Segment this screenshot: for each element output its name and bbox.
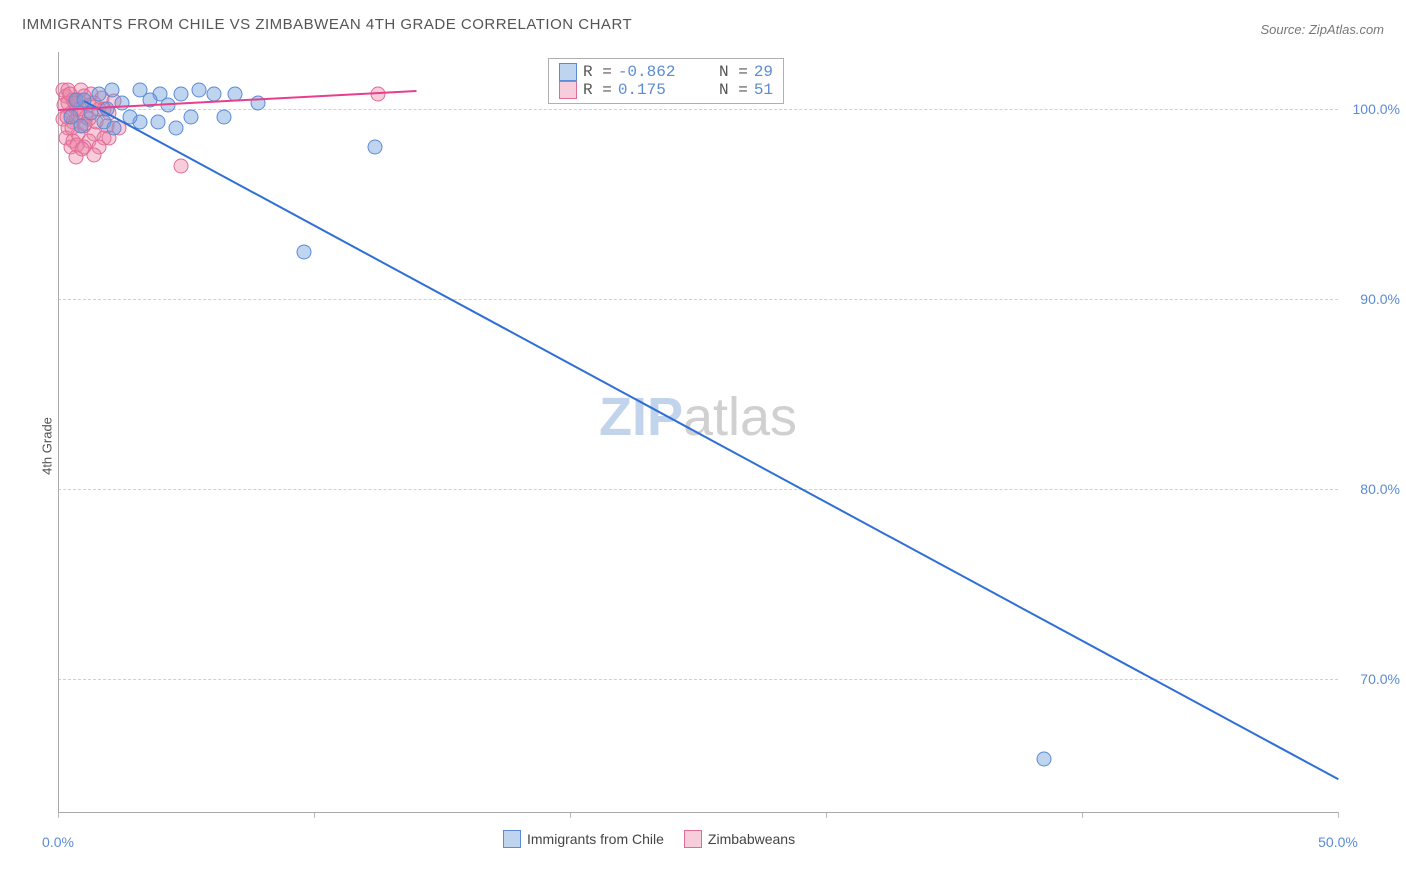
scatter-point-zimbabwe [75, 141, 90, 156]
swatch-zimbabwe [559, 81, 577, 99]
stats-box: R =-0.862 N = 29R = 0.175 N = 51 [548, 58, 784, 104]
stats-n-label: N = [719, 81, 748, 99]
legend-item-zimbabwe: Zimbabweans [684, 830, 795, 848]
y-tick-label: 100.0% [1342, 101, 1400, 117]
legend-item-chile: Immigrants from Chile [503, 830, 664, 848]
scatter-point-chile [191, 83, 206, 98]
scatter-point-chile [217, 109, 232, 124]
gridline-h [58, 679, 1338, 680]
swatch-chile [559, 63, 577, 81]
chart-container: IMMIGRANTS FROM CHILE VS ZIMBABWEAN 4TH … [0, 0, 1406, 892]
scatter-point-chile [184, 109, 199, 124]
scatter-point-chile [74, 119, 89, 134]
x-tick-label: 0.0% [42, 834, 74, 850]
trendline-chile [83, 100, 1338, 780]
stats-r-label: R = [583, 81, 612, 99]
stats-r-value-chile: -0.862 [618, 63, 688, 81]
stats-n-label: N = [719, 63, 748, 81]
stats-row-zimbabwe: R = 0.175 N = 51 [559, 81, 773, 99]
stats-row-chile: R = -0.862 N = 29 [559, 63, 773, 81]
legend: Immigrants from Chile Zimbabweans [503, 830, 795, 848]
scatter-point-chile [150, 115, 165, 130]
scatter-point-chile [1036, 751, 1051, 766]
scatter-point-chile [296, 244, 311, 259]
stats-r-value-zimbabwe: 0.175 [618, 81, 688, 99]
y-axis [58, 52, 59, 812]
scatter-point-chile [173, 86, 188, 101]
watermark-atlas: atlas [683, 387, 797, 447]
stats-n-value-chile: 29 [754, 63, 773, 81]
x-tick-label: 50.0% [1318, 834, 1358, 850]
plot-area: ZIPatlas 70.0%80.0%90.0%100.0%0.0%50.0%R… [58, 52, 1338, 812]
legend-label-chile: Immigrants from Chile [527, 831, 664, 847]
scatter-point-zimbabwe [173, 159, 188, 174]
gridline-h [58, 489, 1338, 490]
scatter-point-chile [207, 86, 222, 101]
legend-swatch-zimbabwe [684, 830, 702, 848]
gridline-h [58, 109, 1338, 110]
source-label: Source: ZipAtlas.com [1260, 22, 1384, 37]
scatter-point-chile [368, 140, 383, 155]
stats-r-label: R = [583, 63, 612, 81]
stats-n-value-zimbabwe: 51 [754, 81, 773, 99]
y-tick-label: 90.0% [1342, 291, 1400, 307]
legend-label-zimbabwe: Zimbabweans [708, 831, 795, 847]
y-tick-label: 70.0% [1342, 671, 1400, 687]
x-tick-mark [1338, 812, 1339, 818]
scatter-point-chile [168, 121, 183, 136]
scatter-point-chile [107, 121, 122, 136]
y-tick-label: 80.0% [1342, 481, 1400, 497]
scatter-point-chile [104, 83, 119, 98]
x-axis [58, 812, 1338, 813]
chart-title: IMMIGRANTS FROM CHILE VS ZIMBABWEAN 4TH … [22, 16, 632, 33]
legend-swatch-chile [503, 830, 521, 848]
scatter-point-chile [115, 96, 130, 111]
y-axis-label: 4th Grade [39, 417, 54, 475]
gridline-h [58, 299, 1338, 300]
